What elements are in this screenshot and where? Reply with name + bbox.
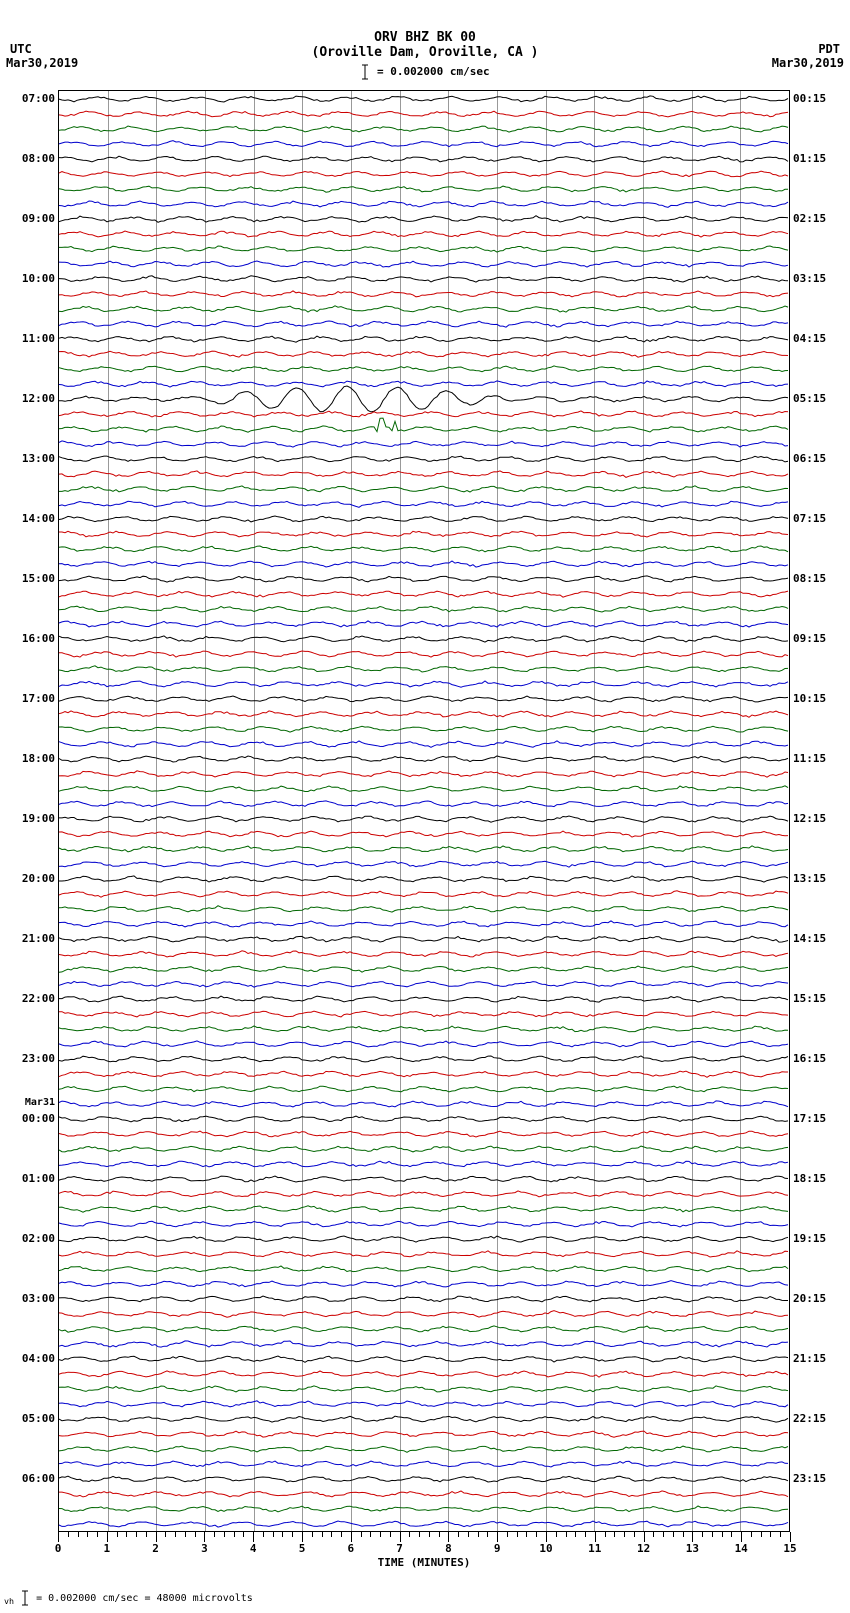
pdt-time-label: 08:15 [793, 572, 826, 585]
pdt-time-label: 21:15 [793, 1352, 826, 1365]
utc-time-label: 23:00 [22, 1052, 55, 1065]
date-right: Mar30,2019 [772, 56, 844, 70]
utc-time-label: 16:00 [22, 632, 55, 645]
utc-time-label: 12:00 [22, 392, 55, 405]
x-tick-label: 12 [637, 1542, 650, 1555]
pdt-time-label: 12:15 [793, 812, 826, 825]
utc-time-label: 04:00 [22, 1352, 55, 1365]
trace-row [59, 1516, 789, 1531]
x-tick-label: 9 [494, 1542, 501, 1555]
pdt-time-label: 03:15 [793, 272, 826, 285]
utc-time-label: 09:00 [22, 212, 55, 225]
x-axis: TIME (MINUTES) 0123456789101112131415 [58, 1532, 790, 1572]
utc-time-label: 21:00 [22, 932, 55, 945]
pdt-time-label: 09:15 [793, 632, 826, 645]
x-tick-label: 2 [152, 1542, 159, 1555]
pdt-time-label: 11:15 [793, 752, 826, 765]
x-tick-label: 11 [588, 1542, 601, 1555]
pdt-time-label: 02:15 [793, 212, 826, 225]
utc-time-label: 14:00 [22, 512, 55, 525]
station-name: (Oroville Dam, Oroville, CA ) [0, 45, 850, 60]
pdt-time-label: 00:15 [793, 92, 826, 105]
utc-time-label: 02:00 [22, 1232, 55, 1245]
x-tick-label: 5 [299, 1542, 306, 1555]
x-tick-label: 4 [250, 1542, 257, 1555]
pdt-time-label: 14:15 [793, 932, 826, 945]
utc-time-label: 18:00 [22, 752, 55, 765]
utc-time-label: 08:00 [22, 152, 55, 165]
utc-time-label: 03:00 [22, 1292, 55, 1305]
utc-time-label: 22:00 [22, 992, 55, 1005]
pdt-time-label: 20:15 [793, 1292, 826, 1305]
utc-time-label: 19:00 [22, 812, 55, 825]
utc-time-label: 15:00 [22, 572, 55, 585]
x-axis-label: TIME (MINUTES) [58, 1532, 790, 1569]
utc-time-label: 00:00 [22, 1112, 55, 1125]
pdt-time-label: 16:15 [793, 1052, 826, 1065]
chart-header: ORV BHZ BK 00 (Oroville Dam, Oroville, C… [0, 0, 850, 80]
x-tick-label: 15 [783, 1542, 796, 1555]
utc-time-label: 01:00 [22, 1172, 55, 1185]
pdt-time-label: 07:15 [793, 512, 826, 525]
pdt-time-label: 06:15 [793, 452, 826, 465]
pdt-time-label: 23:15 [793, 1472, 826, 1485]
pdt-time-label: 05:15 [793, 392, 826, 405]
x-tick-label: 0 [55, 1542, 62, 1555]
date-left: Mar30,2019 [6, 56, 78, 70]
x-tick-label: 3 [201, 1542, 208, 1555]
pdt-time-label: 19:15 [793, 1232, 826, 1245]
pdt-time-label: 17:15 [793, 1112, 826, 1125]
seismogram-page: { "header": { "line1": "ORV BHZ BK 00", … [0, 0, 850, 1606]
x-tick-label: 8 [445, 1542, 452, 1555]
utc-time-label: 06:00 [22, 1472, 55, 1485]
pdt-time-label: 13:15 [793, 872, 826, 885]
date-change-label: Mar31 [25, 1097, 55, 1108]
footer-scale: vh = 0.002000 cm/sec = 48000 microvolts [0, 1572, 850, 1606]
pdt-time-label: 22:15 [793, 1412, 826, 1425]
scale-indicator: = 0.002000 cm/sec [0, 64, 850, 80]
x-tick-label: 1 [103, 1542, 110, 1555]
timezone-left: UTC [10, 42, 32, 56]
x-tick-label: 10 [539, 1542, 552, 1555]
utc-time-label: 17:00 [22, 692, 55, 705]
utc-time-label: 11:00 [22, 332, 55, 345]
x-tick-label: 6 [347, 1542, 354, 1555]
x-tick-label: 13 [686, 1542, 699, 1555]
x-tick-label: 14 [735, 1542, 748, 1555]
timezone-right: PDT [818, 42, 840, 56]
seismogram-plot: 07:0000:1508:0001:1509:0002:1510:0003:15… [58, 90, 790, 1532]
utc-time-label: 05:00 [22, 1412, 55, 1425]
pdt-time-label: 10:15 [793, 692, 826, 705]
utc-time-label: 07:00 [22, 92, 55, 105]
pdt-time-label: 15:15 [793, 992, 826, 1005]
pdt-time-label: 01:15 [793, 152, 826, 165]
pdt-time-label: 04:15 [793, 332, 826, 345]
x-tick-label: 7 [396, 1542, 403, 1555]
station-code: ORV BHZ BK 00 [0, 30, 850, 45]
utc-time-label: 20:00 [22, 872, 55, 885]
pdt-time-label: 18:15 [793, 1172, 826, 1185]
utc-time-label: 13:00 [22, 452, 55, 465]
utc-time-label: 10:00 [22, 272, 55, 285]
